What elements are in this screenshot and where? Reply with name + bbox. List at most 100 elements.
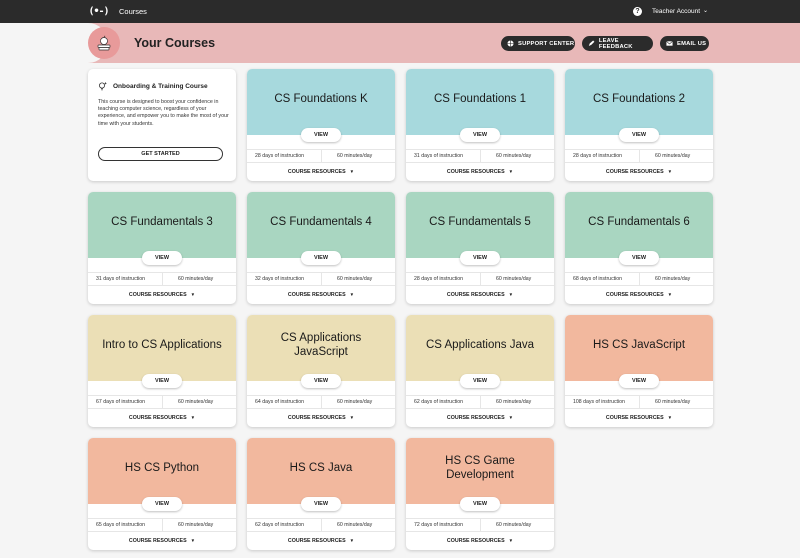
support-center-button[interactable]: SUPPORT CENTER (501, 36, 575, 51)
view-button[interactable]: VIEW (142, 374, 182, 388)
course-resources-dropdown[interactable]: COURSE RESOURCES ▼ (247, 413, 395, 423)
leave-feedback-button[interactable]: LEAVE FEEDBACK (582, 36, 653, 51)
view-button[interactable]: VIEW (301, 251, 341, 265)
logo-icon[interactable]: (•-) (88, 6, 109, 17)
course-card-banner (247, 315, 395, 381)
course-resources-dropdown[interactable]: COURSE RESOURCES ▼ (565, 290, 713, 300)
view-button[interactable]: VIEW (142, 497, 182, 511)
globe-icon (507, 40, 514, 47)
chevron-down-icon: ▼ (349, 292, 355, 297)
stat-divider (321, 519, 322, 532)
course-card-cs-foundations-k: CS Foundations K VIEW 28 days of instruc… (247, 69, 395, 181)
course-card-cs-fundamentals-6: CS Fundamentals 6 VIEW 68 days of instru… (565, 192, 713, 304)
lightbulb-icon (98, 81, 108, 93)
stat-divider (321, 273, 322, 286)
course-stats: 31 days of instruction 60 minutes/day (406, 149, 554, 163)
course-card-hs-cs-javascript: HS CS JavaScript VIEW 108 days of instru… (565, 315, 713, 427)
view-button[interactable]: VIEW (619, 251, 659, 265)
course-resources-dropdown[interactable]: COURSE RESOURCES ▼ (406, 536, 554, 546)
view-button[interactable]: VIEW (619, 128, 659, 142)
view-button[interactable]: VIEW (619, 374, 659, 388)
stat-divider (321, 150, 322, 163)
course-card-banner (88, 315, 236, 381)
course-resources-dropdown[interactable]: COURSE RESOURCES ▼ (88, 413, 236, 423)
page-title: Your Courses (134, 36, 216, 50)
onboarding-card: Onboarding & Training Course This course… (88, 69, 236, 181)
view-button[interactable]: VIEW (460, 251, 500, 265)
minutes-per-day: 60 minutes/day (655, 276, 691, 282)
top-bar: (•-) Courses ? Teacher Account ⌄ (0, 0, 800, 23)
course-resources-label: COURSE RESOURCES (446, 415, 505, 421)
view-button[interactable]: VIEW (460, 497, 500, 511)
chevron-down-icon: ▼ (349, 169, 355, 174)
course-resources-label: COURSE RESOURCES (446, 292, 505, 298)
course-stats: 62 days of instruction 60 minutes/day (247, 518, 395, 532)
course-card-banner (247, 192, 395, 258)
course-title: CS Fundamentals 3 (111, 216, 213, 228)
days-of-instruction: 67 days of instruction (96, 399, 146, 405)
course-resources-dropdown[interactable]: COURSE RESOURCES ▼ (88, 536, 236, 546)
view-button[interactable]: VIEW (460, 374, 500, 388)
stat-divider (162, 519, 163, 532)
days-of-instruction: 28 days of instruction (255, 153, 305, 159)
minutes-per-day: 60 minutes/day (337, 399, 373, 405)
minutes-per-day: 60 minutes/day (337, 276, 373, 282)
course-card-hs-cs-python: HS CS Python VIEW 65 days of instruction… (88, 438, 236, 550)
course-resources-dropdown[interactable]: COURSE RESOURCES ▼ (565, 413, 713, 423)
get-started-button[interactable]: GET STARTED (98, 147, 223, 161)
course-resources-dropdown[interactable]: COURSE RESOURCES ▼ (406, 290, 554, 300)
course-stats: 108 days of instruction 60 minutes/day (565, 395, 713, 409)
mail-icon (666, 41, 673, 46)
course-card-hs-cs-java: HS CS Java VIEW 62 days of instruction 6… (247, 438, 395, 550)
chevron-down-icon: ▼ (508, 169, 514, 174)
days-of-instruction: 31 days of instruction (414, 153, 464, 159)
email-us-button[interactable]: EMAIL US (660, 36, 709, 51)
course-card-cs-applications-java: CS Applications Java VIEW 62 days of ins… (406, 315, 554, 427)
course-title: CS Foundations 1 (433, 93, 527, 105)
feedback-icon (588, 40, 595, 47)
course-resources-label: COURSE RESOURCES (605, 292, 664, 298)
course-stats: 64 days of instruction 60 minutes/day (247, 395, 395, 409)
course-stats: 28 days of instruction 60 minutes/day (406, 272, 554, 286)
minutes-per-day: 60 minutes/day (496, 153, 532, 159)
course-card-banner (565, 69, 713, 135)
teacher-account-menu[interactable]: Teacher Account (652, 8, 701, 15)
course-title: CS Foundations K (274, 93, 368, 105)
course-resources-dropdown[interactable]: COURSE RESOURCES ▼ (406, 413, 554, 423)
nav-courses-link[interactable]: Courses (119, 7, 147, 16)
minutes-per-day: 60 minutes/day (496, 399, 532, 405)
course-card-banner (565, 192, 713, 258)
course-title: HS CS Game Development (445, 455, 515, 481)
course-stats: 68 days of instruction 60 minutes/day (565, 272, 713, 286)
chevron-down-icon[interactable]: ⌄ (703, 8, 709, 14)
view-button[interactable]: VIEW (460, 128, 500, 142)
course-card-intro-to-cs-applications: Intro to CS Applications VIEW 67 days of… (88, 315, 236, 427)
minutes-per-day: 60 minutes/day (178, 522, 214, 528)
course-resources-dropdown[interactable]: COURSE RESOURCES ▼ (406, 167, 554, 177)
course-resources-dropdown[interactable]: COURSE RESOURCES ▼ (88, 290, 236, 300)
chevron-down-icon: ▼ (508, 415, 514, 420)
course-card-cs-foundations-2: CS Foundations 2 VIEW 28 days of instruc… (565, 69, 713, 181)
course-resources-label: COURSE RESOURCES (128, 292, 187, 298)
days-of-instruction: 31 days of instruction (96, 276, 146, 282)
view-button[interactable]: VIEW (301, 374, 341, 388)
course-card-banner (247, 438, 395, 504)
course-stats: 65 days of instruction 60 minutes/day (88, 518, 236, 532)
course-card-cs-applications-javascript: CS Applications JavaScript VIEW 64 days … (247, 315, 395, 427)
view-button[interactable]: VIEW (301, 497, 341, 511)
stat-divider (639, 150, 640, 163)
minutes-per-day: 60 minutes/day (178, 276, 214, 282)
days-of-instruction: 62 days of instruction (255, 522, 305, 528)
days-of-instruction: 32 days of instruction (255, 276, 305, 282)
view-button[interactable]: VIEW (301, 128, 341, 142)
chevron-down-icon: ▼ (349, 415, 355, 420)
help-icon[interactable]: ? (633, 7, 642, 16)
chevron-down-icon: ▼ (190, 538, 196, 543)
course-resources-dropdown[interactable]: COURSE RESOURCES ▼ (247, 290, 395, 300)
course-resources-dropdown[interactable]: COURSE RESOURCES ▼ (247, 536, 395, 546)
course-resources-label: COURSE RESOURCES (287, 538, 346, 544)
view-button[interactable]: VIEW (142, 251, 182, 265)
course-title: HS CS JavaScript (592, 339, 686, 351)
course-resources-dropdown[interactable]: COURSE RESOURCES ▼ (247, 167, 395, 177)
course-resources-dropdown[interactable]: COURSE RESOURCES ▼ (565, 167, 713, 177)
